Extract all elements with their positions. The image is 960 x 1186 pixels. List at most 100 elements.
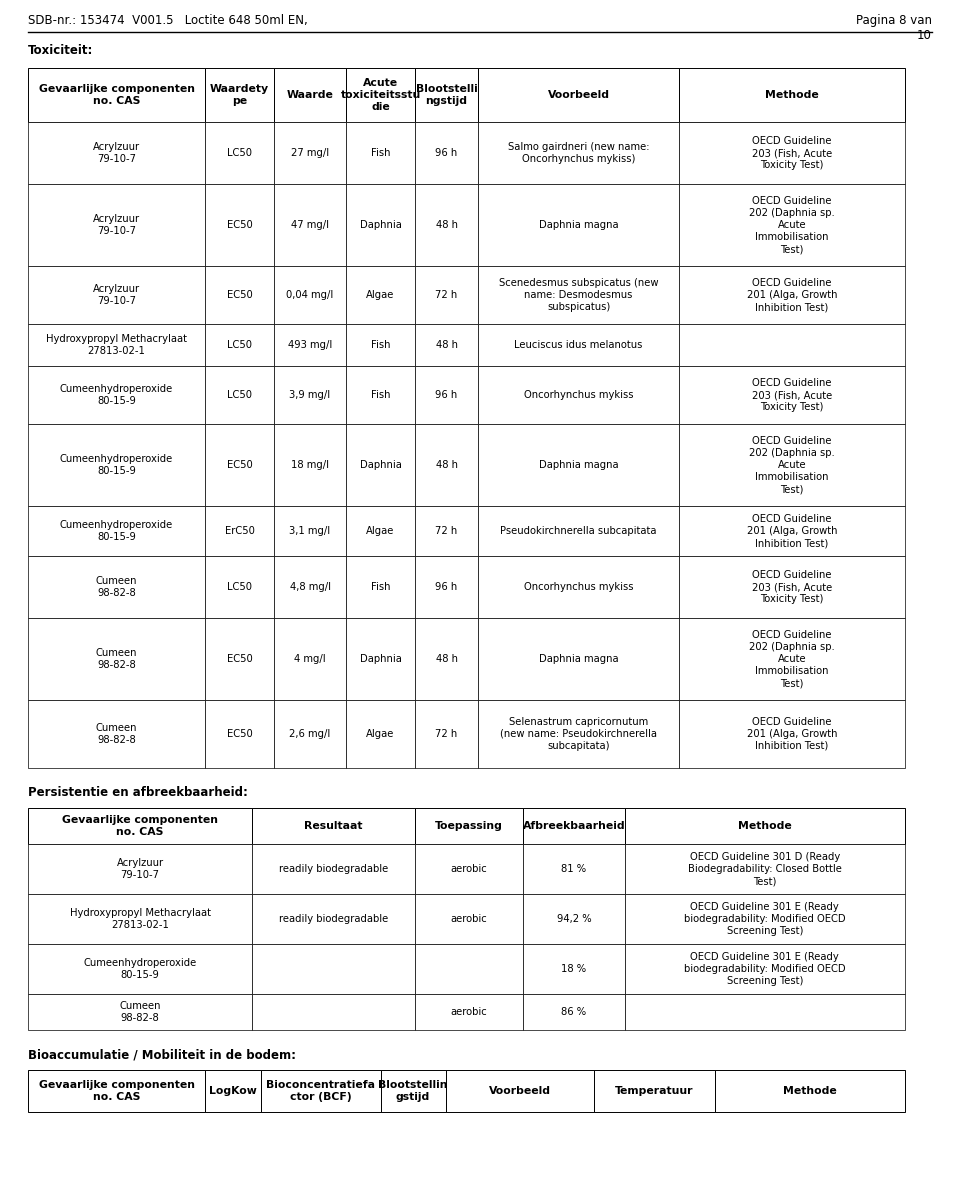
Bar [415, 844, 523, 894]
Bar [274, 122, 347, 184]
Text: EC50: EC50 [227, 291, 252, 300]
Text: 47 mg/l: 47 mg/l [291, 219, 329, 230]
Text: aerobic: aerobic [451, 914, 488, 924]
Text: Daphnia magna: Daphnia magna [539, 460, 618, 470]
Bar [347, 266, 415, 324]
Text: 18 mg/l: 18 mg/l [291, 460, 329, 470]
Text: readily biodegradable: readily biodegradable [279, 863, 388, 874]
Bar [679, 700, 905, 769]
Text: Cumeen
98-82-8: Cumeen 98-82-8 [96, 648, 137, 670]
Bar [205, 506, 274, 556]
Bar [478, 184, 679, 266]
Text: Waarde: Waarde [287, 90, 333, 100]
Bar [252, 944, 415, 994]
Bar [415, 506, 478, 556]
Bar [274, 266, 347, 324]
Text: OECD Guideline
202 (Daphnia sp.
Acute
Immobilisation
Test): OECD Guideline 202 (Daphnia sp. Acute Im… [749, 630, 835, 688]
Text: Bioaccumulatie / Mobiliteit in de bodem:: Bioaccumulatie / Mobiliteit in de bodem: [28, 1048, 296, 1061]
Text: Daphnia magna: Daphnia magna [539, 219, 618, 230]
Bar [347, 366, 415, 425]
Text: EC50: EC50 [227, 729, 252, 739]
Bar [679, 122, 905, 184]
Bar [679, 366, 905, 425]
Text: 2,6 mg/l: 2,6 mg/l [289, 729, 330, 739]
Bar [478, 266, 679, 324]
Bar [28, 700, 205, 769]
Text: Pseudokirchnerella subcapitata: Pseudokirchnerella subcapitata [500, 527, 657, 536]
Bar [679, 556, 905, 618]
Bar [415, 618, 478, 700]
Text: Blootstellin
gstijd: Blootstellin gstijd [378, 1080, 448, 1102]
Bar [205, 122, 274, 184]
Bar [28, 994, 252, 1029]
Bar [679, 68, 905, 122]
Text: Cumeenhydroperoxide
80-15-9: Cumeenhydroperoxide 80-15-9 [60, 454, 173, 476]
Bar [252, 894, 415, 944]
Bar [274, 324, 347, 366]
Bar [478, 122, 679, 184]
Bar [415, 266, 478, 324]
Bar [347, 425, 415, 506]
Bar [28, 808, 252, 844]
Bar [679, 618, 905, 700]
Bar [523, 894, 625, 944]
Text: Blootstelli
ngstijd: Blootstelli ngstijd [416, 84, 477, 106]
Text: 96 h: 96 h [436, 582, 458, 592]
Text: EC50: EC50 [227, 653, 252, 664]
Bar [28, 68, 205, 122]
Bar [347, 618, 415, 700]
Bar [274, 68, 347, 122]
Text: OECD Guideline
201 (Alga, Growth
Inhibition Test): OECD Guideline 201 (Alga, Growth Inhibit… [747, 514, 837, 548]
Bar [28, 366, 205, 425]
Bar [28, 506, 205, 556]
Text: 0,04 mg/l: 0,04 mg/l [286, 291, 334, 300]
Bar [445, 1070, 594, 1112]
Text: LogKow: LogKow [209, 1086, 257, 1096]
Text: Gevaarlijke componenten
no. CAS: Gevaarlijke componenten no. CAS [38, 84, 195, 106]
Text: 94,2 %: 94,2 % [557, 914, 591, 924]
Text: OECD Guideline 301 E (Ready
biodegradability: Modified OECD
Screening Test): OECD Guideline 301 E (Ready biodegradabi… [684, 952, 846, 986]
Text: EC50: EC50 [227, 460, 252, 470]
Text: 48 h: 48 h [436, 460, 458, 470]
Text: OECD Guideline
202 (Daphnia sp.
Acute
Immobilisation
Test): OECD Guideline 202 (Daphnia sp. Acute Im… [749, 436, 835, 495]
Text: Methode: Methode [765, 90, 819, 100]
Bar [415, 366, 478, 425]
Text: Acrylzuur
79-10-7: Acrylzuur 79-10-7 [93, 283, 140, 306]
Text: Hydroxypropyl Methacrylaat
27813-02-1: Hydroxypropyl Methacrylaat 27813-02-1 [69, 908, 210, 930]
Text: 96 h: 96 h [436, 390, 458, 400]
Bar [28, 844, 252, 894]
Text: 4,8 mg/l: 4,8 mg/l [290, 582, 330, 592]
Text: 48 h: 48 h [436, 219, 458, 230]
Text: Pagina 8 van
10: Pagina 8 van 10 [856, 14, 932, 42]
Bar [679, 506, 905, 556]
Bar [715, 1070, 905, 1112]
Bar [625, 944, 905, 994]
Bar [28, 894, 252, 944]
Text: Cumeen
98-82-8: Cumeen 98-82-8 [96, 576, 137, 598]
Text: Cumeenhydroperoxide
80-15-9: Cumeenhydroperoxide 80-15-9 [60, 384, 173, 406]
Text: 86 %: 86 % [562, 1007, 587, 1018]
Bar [478, 68, 679, 122]
Text: 48 h: 48 h [436, 340, 458, 350]
Bar [274, 184, 347, 266]
Bar [415, 944, 523, 994]
Text: Voorbeeld: Voorbeeld [489, 1086, 551, 1096]
Text: LC50: LC50 [227, 340, 252, 350]
Text: OECD Guideline
203 (Fish, Acute
Toxicity Test): OECD Guideline 203 (Fish, Acute Toxicity… [752, 378, 832, 412]
Bar [205, 1070, 261, 1112]
Bar [594, 1070, 715, 1112]
Text: Acute
toxiciteitsstu
die: Acute toxiciteitsstu die [341, 78, 420, 111]
Bar [478, 618, 679, 700]
Bar [347, 556, 415, 618]
Bar [205, 556, 274, 618]
Text: 72 h: 72 h [436, 527, 458, 536]
Text: Fish: Fish [371, 340, 391, 350]
Text: Afbreekbaarheid: Afbreekbaarheid [522, 821, 625, 831]
Bar [252, 844, 415, 894]
Text: OECD Guideline
201 (Alga, Growth
Inhibition Test): OECD Guideline 201 (Alga, Growth Inhibit… [747, 278, 837, 312]
Bar [415, 68, 478, 122]
Text: 3,1 mg/l: 3,1 mg/l [290, 527, 330, 536]
Bar [274, 366, 347, 425]
Bar [205, 184, 274, 266]
Bar [28, 184, 205, 266]
